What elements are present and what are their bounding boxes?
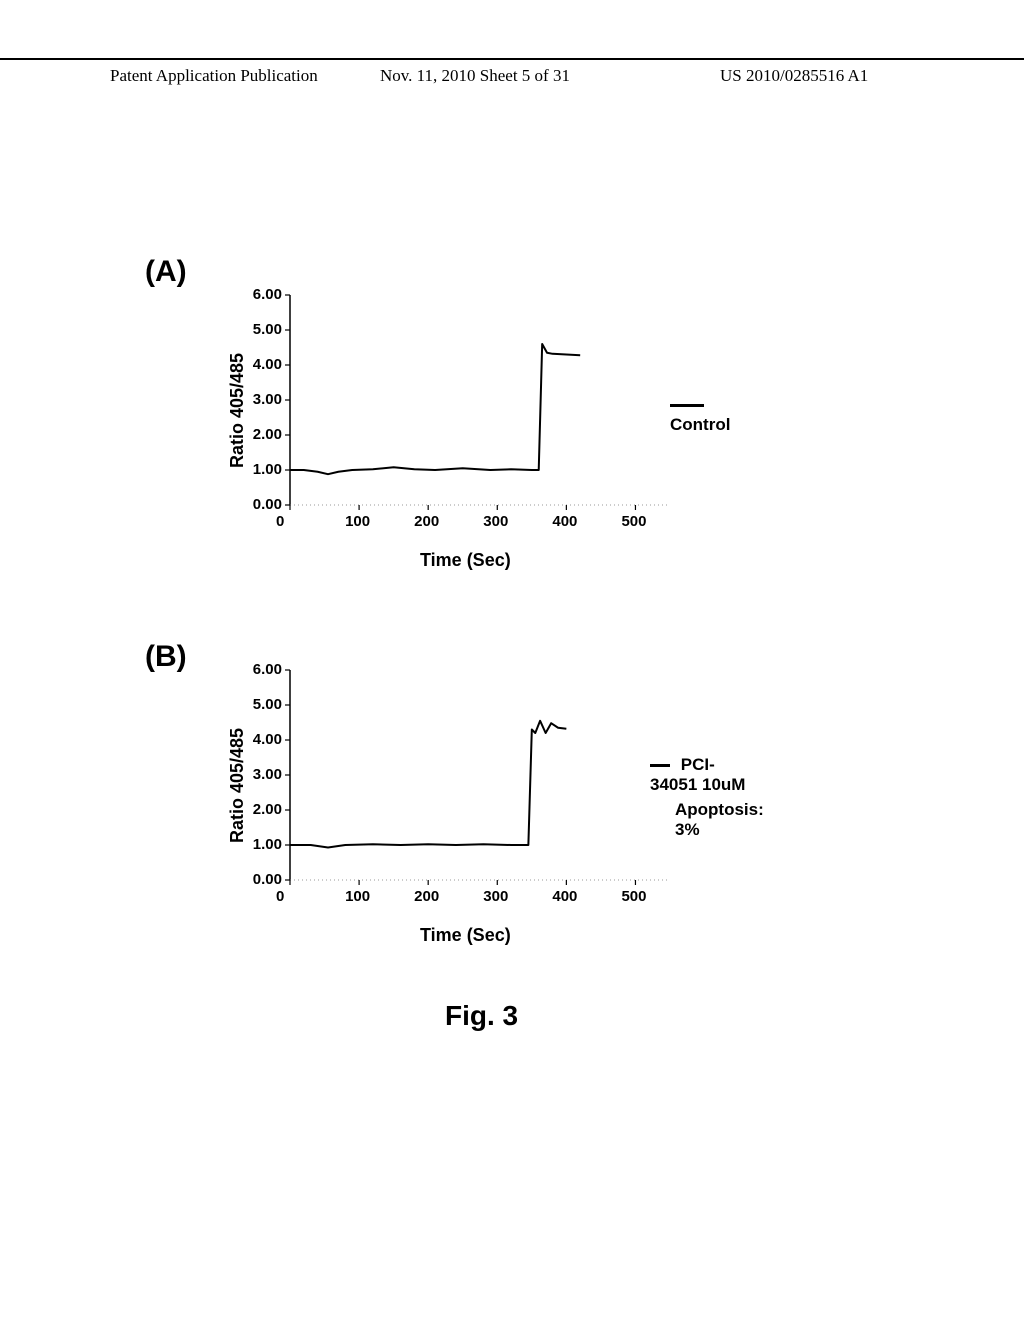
chart-b-apoptosis: Apoptosis: 3% bbox=[675, 800, 764, 840]
x-tick-label: 300 bbox=[483, 888, 508, 905]
x-tick-label: 400 bbox=[552, 513, 577, 530]
x-tick-label: 100 bbox=[345, 888, 370, 905]
y-tick-label: 4.00 bbox=[246, 356, 282, 373]
y-tick-label: 5.00 bbox=[246, 321, 282, 338]
y-tick-label: 3.00 bbox=[246, 766, 282, 783]
header: Patent Application Publication Nov. 11, … bbox=[0, 58, 1024, 66]
x-tick-label: 500 bbox=[621, 888, 646, 905]
y-tick-label: 5.00 bbox=[246, 696, 282, 713]
y-tick-label: 6.00 bbox=[246, 661, 282, 678]
chart-b-legend-label: PCI-34051 10uM bbox=[650, 755, 745, 794]
chart-a-x-title: Time (Sec) bbox=[420, 550, 511, 571]
x-tick-label: 500 bbox=[621, 513, 646, 530]
chart-a: Ratio 405/485 Time (Sec) Control 0.001.0… bbox=[250, 290, 750, 590]
panel-a-label: (A) bbox=[145, 255, 187, 289]
y-tick-label: 6.00 bbox=[246, 286, 282, 303]
chart-a-svg bbox=[250, 290, 670, 525]
y-tick-label: 0.00 bbox=[246, 496, 282, 513]
chart-b-svg bbox=[250, 665, 670, 900]
header-left: Patent Application Publication bbox=[110, 66, 318, 86]
x-tick-label: 0 bbox=[276, 888, 284, 905]
x-tick-label: 200 bbox=[414, 888, 439, 905]
x-tick-label: 0 bbox=[276, 513, 284, 530]
chart-a-legend: Control bbox=[670, 395, 750, 435]
figure-caption: Fig. 3 bbox=[445, 1000, 518, 1032]
y-tick-label: 2.00 bbox=[246, 801, 282, 818]
chart-b: Ratio 405/485 Time (Sec) PCI-34051 10uM … bbox=[250, 665, 750, 965]
legend-line-icon bbox=[670, 404, 704, 407]
panel-b-label: (B) bbox=[145, 640, 187, 674]
chart-b-legend: PCI-34051 10uM bbox=[650, 755, 750, 795]
y-tick-label: 1.00 bbox=[246, 461, 282, 478]
x-tick-label: 100 bbox=[345, 513, 370, 530]
legend-line-icon bbox=[650, 764, 670, 767]
header-mid: Nov. 11, 2010 Sheet 5 of 31 bbox=[380, 66, 570, 86]
chart-a-y-title: Ratio 405/485 bbox=[227, 353, 248, 468]
y-tick-label: 0.00 bbox=[246, 871, 282, 888]
y-tick-label: 1.00 bbox=[246, 836, 282, 853]
y-tick-label: 4.00 bbox=[246, 731, 282, 748]
chart-a-legend-label: Control bbox=[670, 415, 730, 434]
chart-b-y-title: Ratio 405/485 bbox=[227, 728, 248, 843]
y-tick-label: 2.00 bbox=[246, 426, 282, 443]
x-tick-label: 400 bbox=[552, 888, 577, 905]
chart-b-x-title: Time (Sec) bbox=[420, 925, 511, 946]
header-right: US 2010/0285516 A1 bbox=[720, 66, 868, 86]
y-tick-label: 3.00 bbox=[246, 391, 282, 408]
x-tick-label: 200 bbox=[414, 513, 439, 530]
x-tick-label: 300 bbox=[483, 513, 508, 530]
